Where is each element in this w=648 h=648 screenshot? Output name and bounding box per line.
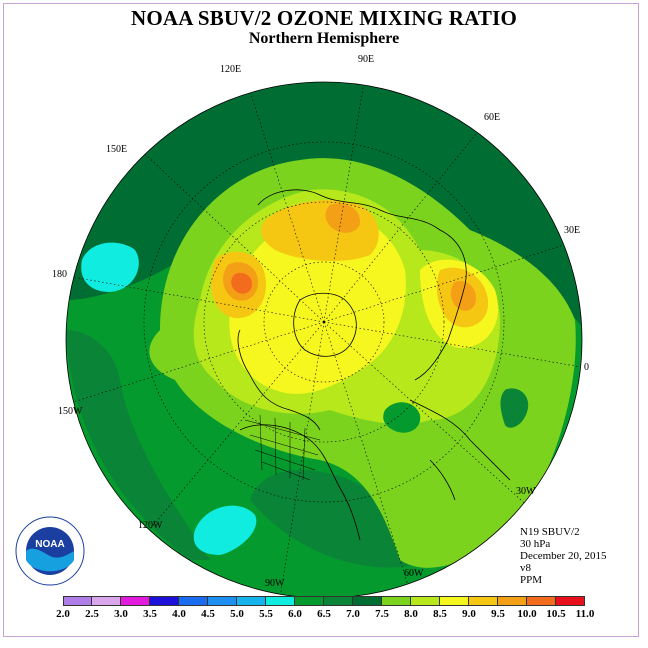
field-yellow (229, 214, 406, 394)
colorbar-cell (92, 596, 121, 606)
pressure-level-label: 30 hPa (520, 538, 551, 550)
colorbar-tick-label: 3.5 (143, 608, 157, 620)
lon-label-60e: 60E (484, 112, 500, 123)
colorbar-tick-label: 5.0 (230, 608, 244, 620)
field-darkgreen-north (66, 82, 582, 330)
meridian-lines (66, 82, 582, 598)
latitude-circles (143, 141, 505, 503)
colorbar-tick-label: 6.5 (317, 608, 331, 620)
colorbar-tick-label: 4.0 (172, 608, 186, 620)
colorbar-cell (411, 596, 440, 606)
lon-label-30w: 30W (516, 486, 536, 497)
field-darkgreen-south (250, 470, 430, 568)
colorbar-tick-label: 2.0 (56, 608, 70, 620)
units-label: PPM (520, 574, 543, 586)
colorbar-cell (237, 596, 266, 606)
colorbar-cell (63, 596, 92, 606)
colorbar-tick-label: 6.0 (288, 608, 302, 620)
colorbar-cell (353, 596, 382, 606)
us-state-lines (244, 414, 321, 481)
map-title: NOAA SBUV/2 OZONE MIXING RATIO (131, 6, 517, 30)
noaa-logo: NOAA (15, 516, 85, 586)
colorbar-cell (440, 596, 469, 606)
field-orange-east (450, 280, 476, 311)
colorbar-cell (324, 596, 353, 606)
map-subtitle: Northern Hemisphere (248, 30, 400, 47)
lon-label-30e: 30E (564, 225, 580, 236)
noaa-logo-text: NOAA (35, 539, 64, 550)
colorbar-tick-label: 5.5 (259, 608, 273, 620)
figure-frame (3, 3, 639, 637)
colorbar-cell (179, 596, 208, 606)
field-darkgreen-west (66, 330, 210, 560)
colorbar-tick-label: 8.0 (404, 608, 418, 620)
field-cyan-west (81, 242, 139, 292)
lon-label-60w: 60W (404, 568, 424, 579)
colorbar-cell (469, 596, 498, 606)
colorbar (63, 596, 585, 606)
colorbar-tick-label: 10.0 (517, 608, 537, 620)
colorbar-cell (498, 596, 527, 606)
colorbar-tick-label: 7.0 (346, 608, 360, 620)
colorbar-tick-label: 9.0 (462, 608, 476, 620)
colorbar-cell (527, 596, 556, 606)
colorbar-ticks: 2.0 2.5 3.0 3.5 4.0 4.5 5.0 5.5 6.0 6.5 7.0 7.5 8.0 8… (50, 608, 610, 622)
colorbar-tick-label: 11.0 (575, 608, 595, 620)
field-green-blob-2 (500, 388, 529, 428)
colorbar-cell (266, 596, 295, 606)
colorbar-cell (150, 596, 179, 606)
lon-label-90e: 90E (358, 54, 374, 65)
lon-label-150w: 150W (58, 406, 83, 417)
lon-label-150e: 150E (106, 144, 127, 155)
field-orange-north (325, 203, 360, 233)
lon-label-120w: 120W (138, 520, 163, 531)
colorbar-tick-label: 8.5 (433, 608, 447, 620)
colorbar-cell (208, 596, 237, 606)
colorbar-tick-label: 4.5 (201, 608, 215, 620)
colorbar-cell (121, 596, 150, 606)
satellite-label: N19 SBUV/2 (520, 526, 580, 538)
colorbar-tick-label: 10.5 (546, 608, 566, 620)
field-redorange (231, 272, 252, 294)
lon-label-90w: 90W (265, 578, 285, 589)
colorbar-tick-label: 7.5 (375, 608, 389, 620)
colorbar-tick-label: 3.0 (114, 608, 128, 620)
colorbar-tick-label: 9.5 (491, 608, 505, 620)
field-green-blob-1 (383, 402, 421, 433)
date-label: December 20, 2015 (520, 550, 607, 562)
colorbar-cell (556, 596, 585, 606)
lon-label-0: 0 (584, 362, 589, 373)
colorbar-tick-label: 2.5 (85, 608, 99, 620)
version-label: v8 (520, 562, 531, 574)
field-cyan-south (193, 505, 257, 555)
colorbar-cell (295, 596, 324, 606)
lon-label-120e: 120E (220, 64, 241, 75)
info-panel: N19 SBUV/2 30 hPa December 20, 2015 v8 P… (520, 526, 606, 586)
colorbar-cell (382, 596, 411, 606)
lon-label-180: 180 (52, 269, 67, 280)
